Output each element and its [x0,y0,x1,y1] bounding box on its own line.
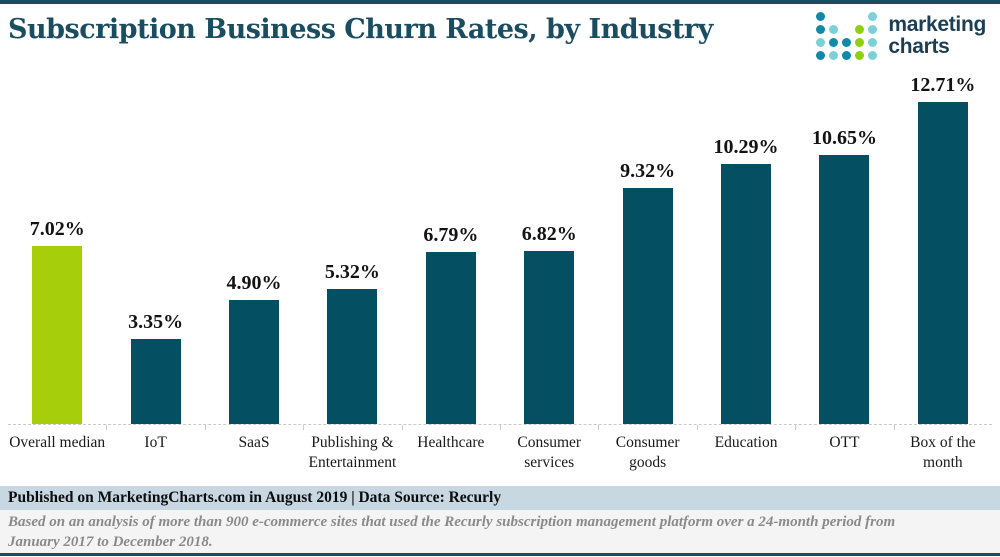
footnote-line1: Based on an analysis of more than 900 e-… [8,514,896,530]
bar-category-label: Consumer services [517,434,582,471]
axis-tick [106,425,107,430]
bar-overall-median [32,246,83,424]
bar-category-label: Education [714,434,778,451]
axis-tick [894,425,895,430]
logo-word-line2: charts [888,35,950,58]
logo-dot [815,37,826,47]
bar-value-label: 12.71% [910,74,976,96]
logo-wordmark: marketing charts [888,14,986,58]
bottom-border [0,553,1000,556]
logo-dot-empty [829,12,839,22]
bar-consumer-goods [622,188,673,424]
logo-dot [867,50,878,60]
bar-category-label: Overall median [9,434,106,451]
bar-category-label: OTT [829,434,860,451]
axis-tick [303,425,304,430]
bar-value-label: 6.82% [521,223,577,245]
logo-dot [828,50,839,60]
logo-dot [815,50,826,60]
marketingcharts-logo: marketing charts [814,10,986,62]
logo-dot [854,37,865,47]
logo-dot [841,50,852,60]
logo-dot [854,24,865,34]
bar-value-label: 5.32% [324,261,380,283]
x-axis: Overall median IoT SaaS Publishing & Entert… [8,424,992,473]
bar-value-label: 3.35% [128,311,184,333]
axis-tick [598,425,599,430]
axis-tick [697,425,698,430]
bar-consumer-services [524,251,575,424]
bar-value-label: 6.79% [423,224,479,246]
bar-box-of-the-month [917,102,968,424]
logo-dots-icon [814,10,879,62]
bar-healthcare [425,252,476,424]
bar-saas [229,300,280,424]
bar-value-label: 10.29% [713,136,779,158]
footnote-line2: January 2017 to December 2018. [8,534,213,550]
bar-column-publishing-entertainment: 5.32% [303,73,401,424]
bar-column-iot: 3.35% [106,73,204,424]
bar-value-label: 4.90% [226,272,282,294]
bar-ott [819,155,870,424]
logo-dot [867,11,878,21]
bar-value-label: 7.02% [29,218,85,240]
bar-value-label: 10.65% [811,127,877,149]
axis-tick [795,425,796,430]
bar-category-label: Healthcare [417,434,485,451]
bar-column-ott: 10.65% [795,73,893,424]
page-title: Subscription Business Churn Rates, by In… [8,14,713,45]
bar-category-label: IoT [144,434,167,451]
axis-tick [205,425,206,430]
bar-iot [130,339,181,424]
plot-area: 7.02% 3.35% 4.90% 5.32% 6.79% 6.82% 9.32% 10.29… [8,73,992,424]
bar-publishing-entertainment [327,289,378,424]
bar-column-consumer-services: 6.82% [500,73,598,424]
logo-dot [828,24,839,34]
bar-education [721,164,772,424]
logo-dot-empty [842,25,852,35]
logo-dot [815,11,826,21]
logo-dot [854,50,865,60]
footnote: Based on an analysis of more than 900 e-… [0,510,1000,553]
published-text: Published on MarketingCharts.com in Augu… [8,489,502,506]
bar-category-label: Box of the month [910,434,976,471]
logo-dot [867,37,878,47]
top-border [0,0,1000,4]
logo-dot [867,24,878,34]
bar-value-label: 9.32% [620,160,676,182]
logo-dot [828,37,839,47]
bar-column-consumer-goods: 9.32% [598,73,696,424]
published-band: Published on MarketingCharts.com in Augu… [0,486,1000,510]
bar-column-healthcare: 6.79% [402,73,500,424]
bar-category-label: Consumer goods [615,434,680,471]
axis-tick [402,425,403,430]
bar-column-saas: 4.90% [205,73,303,424]
bar-column-education: 10.29% [697,73,795,424]
logo-dot [815,24,826,34]
bar-category-label: Publishing & Entertainment [308,434,397,471]
axis-tick [500,425,501,430]
bar-category-label: SaaS [238,434,270,451]
bar-column-overall-median: 7.02% [8,73,106,424]
logo-dot-empty [842,12,852,22]
logo-word-line1: marketing [888,13,986,36]
logo-dot [841,37,852,47]
bar-chart: 7.02% 3.35% 4.90% 5.32% 6.79% 6.82% 9.32% 10.29… [8,73,992,473]
logo-dot-empty [855,12,865,22]
bar-column-box-of-the-month: 12.71% [894,73,992,424]
